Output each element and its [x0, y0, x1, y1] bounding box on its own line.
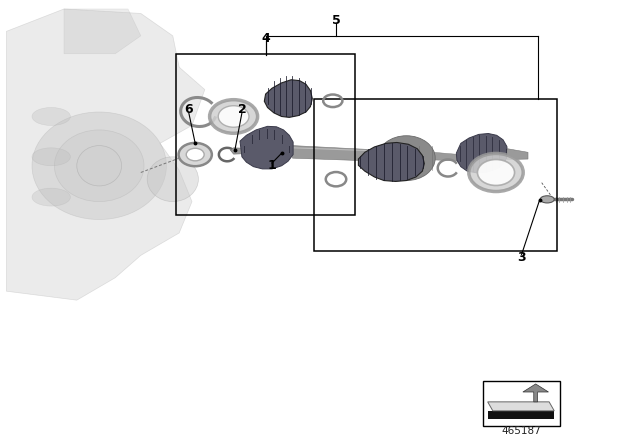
Ellipse shape [32, 188, 70, 206]
Ellipse shape [218, 106, 249, 127]
Polygon shape [358, 142, 424, 181]
Text: 1: 1 [268, 159, 276, 172]
Text: 2: 2 [237, 103, 246, 116]
Polygon shape [240, 126, 293, 169]
Text: 3: 3 [517, 251, 526, 264]
Polygon shape [488, 402, 554, 411]
Polygon shape [523, 384, 548, 402]
Polygon shape [292, 146, 381, 161]
Ellipse shape [32, 148, 70, 166]
Ellipse shape [147, 157, 198, 202]
Polygon shape [264, 80, 312, 117]
Ellipse shape [378, 136, 435, 181]
Polygon shape [64, 9, 141, 54]
Bar [176, 54, 355, 215]
Polygon shape [456, 134, 508, 173]
Text: 465187: 465187 [502, 426, 541, 436]
Polygon shape [6, 9, 205, 300]
Bar [488, 411, 554, 419]
Ellipse shape [210, 99, 258, 134]
Ellipse shape [32, 108, 70, 125]
Bar [483, 381, 560, 426]
Ellipse shape [468, 153, 524, 192]
Text: 4: 4 [261, 31, 270, 45]
Ellipse shape [32, 112, 166, 220]
Ellipse shape [477, 159, 515, 185]
Ellipse shape [186, 148, 204, 161]
Ellipse shape [54, 130, 144, 202]
Ellipse shape [179, 143, 212, 166]
Polygon shape [230, 148, 253, 154]
Polygon shape [434, 152, 470, 161]
Text: 5: 5 [332, 13, 340, 27]
Polygon shape [507, 149, 528, 159]
Bar [314, 99, 557, 251]
Ellipse shape [540, 196, 554, 203]
Ellipse shape [77, 146, 122, 186]
Text: 6: 6 [184, 103, 193, 116]
